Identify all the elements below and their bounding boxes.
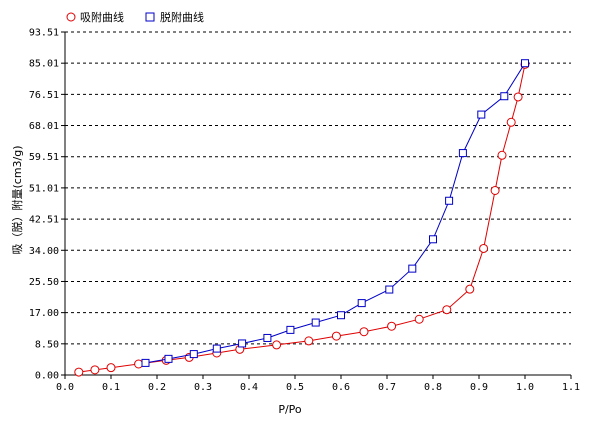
y-tick-label: 76.51 [29, 90, 59, 101]
data-point [359, 327, 369, 337]
y-tick-label: 34.00 [29, 246, 59, 257]
x-tick-label: 1.1 [562, 382, 580, 393]
data-point [212, 344, 221, 353]
data-point [106, 363, 116, 373]
data-point [506, 117, 516, 127]
y-tick-label: 17.00 [29, 308, 59, 319]
y-tick-label: 93.51 [29, 28, 59, 39]
y-tick-label: 51.01 [29, 183, 59, 194]
data-point [477, 110, 486, 119]
y-tick-label: 42.51 [29, 215, 59, 226]
legend-label-desorption: 脱附曲线 [160, 10, 204, 24]
data-point [357, 299, 366, 308]
data-point [304, 336, 314, 346]
series-desorption [141, 59, 529, 367]
gridlines [65, 31, 571, 345]
x-tick-label: 0.2 [148, 382, 166, 393]
y-tick-label: 59.51 [29, 152, 59, 163]
x-tick-label: 0.6 [332, 382, 350, 393]
data-point [272, 340, 282, 350]
x-tick-label: 1.0 [516, 382, 534, 393]
data-point [513, 92, 523, 102]
data-point [414, 314, 424, 324]
series-adsorption [74, 59, 530, 377]
y-tick-label: 8.50 [35, 339, 59, 350]
x-tick-label: 0.7 [378, 382, 396, 393]
data-point [497, 150, 507, 160]
y-tick-label: 68.01 [29, 121, 59, 132]
data-point [479, 243, 489, 253]
data-point [442, 305, 452, 315]
data-point [164, 354, 173, 363]
data-point [465, 284, 475, 294]
x-tick-labels: 0.0 0.1 0.2 0.3 0.4 0.5 0.6 0.7 0.8 0.9 1.0 1.1 [56, 382, 580, 393]
legend: 吸附曲线 脱附曲线 [66, 10, 204, 24]
x-tick-label: 0.1 [102, 382, 120, 393]
data-point [263, 333, 272, 342]
data-point [238, 339, 247, 348]
x-tick-label: 0.4 [240, 382, 258, 393]
legend-marker-desorption [145, 12, 155, 22]
data-point [311, 318, 320, 327]
y-tick-labels: 0.00 8.50 17.00 25.50 34.00 42.51 51.01 59.51 68… [29, 28, 59, 382]
x-tick-label: 0.5 [286, 382, 304, 393]
x-tick-label: 0.8 [424, 382, 442, 393]
y-tick-label: 85.01 [29, 59, 59, 70]
data-point [331, 331, 341, 341]
data-point [429, 235, 437, 244]
x-axis-title: P/Po [278, 403, 302, 416]
data-point [521, 59, 529, 68]
data-point [490, 185, 500, 195]
data-point [445, 196, 454, 205]
series-line [78, 64, 526, 373]
data-point [337, 311, 345, 320]
data-point [385, 285, 394, 294]
data-point [74, 367, 84, 377]
data-point [141, 358, 150, 367]
data-point [387, 321, 397, 331]
data-point [189, 350, 198, 359]
data-point [408, 264, 417, 273]
data-point [286, 325, 295, 334]
y-axis-title: 吸（脱）附量(cm3/g) [10, 145, 24, 254]
data-point [458, 149, 467, 158]
x-tick-label: 0.3 [194, 382, 212, 393]
data-point [134, 359, 144, 369]
series-group [74, 59, 530, 377]
y-tick-label: 25.50 [29, 277, 59, 288]
series-line [145, 62, 526, 364]
data-point [500, 92, 509, 101]
data-point [90, 365, 100, 375]
x-tick-label: 0.9 [470, 382, 488, 393]
legend-label-adsorption: 吸附曲线 [80, 10, 124, 24]
y-tick-label: 0.00 [35, 371, 59, 382]
axes [61, 31, 572, 379]
legend-marker-adsorption [66, 12, 76, 22]
x-tick-label: 0.0 [56, 382, 74, 393]
